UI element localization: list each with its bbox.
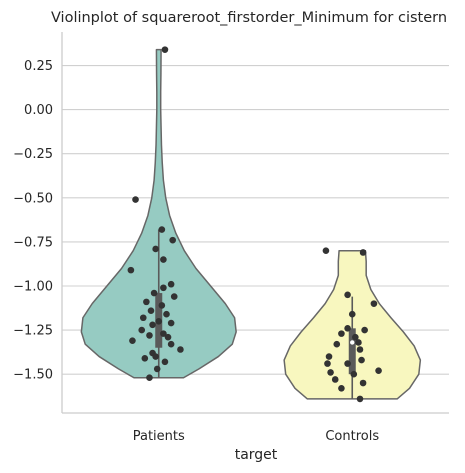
y-tick-label: −1.50 <box>13 368 53 383</box>
y-tick-label: 0.00 <box>24 103 53 118</box>
data-point <box>375 367 382 374</box>
data-point <box>132 196 139 203</box>
data-point <box>355 339 362 346</box>
data-point <box>146 332 153 339</box>
violin-patients <box>80 48 237 379</box>
data-point <box>153 365 161 373</box>
data-point <box>327 369 334 376</box>
data-point <box>361 326 368 334</box>
axes <box>61 32 449 414</box>
x-tick-labels: Patients Controls <box>133 429 380 444</box>
data-point <box>344 360 351 367</box>
data-point <box>358 356 365 364</box>
data-point <box>333 340 341 348</box>
data-point <box>356 395 364 403</box>
data-point <box>167 319 175 327</box>
data-point <box>167 340 175 348</box>
x-tick-label: Patients <box>133 429 185 444</box>
data-point <box>143 298 150 306</box>
data-point <box>370 300 378 307</box>
chart-title: Violinplot of squareroot_firstorder_Mini… <box>51 10 447 26</box>
data-point <box>161 46 169 53</box>
data-point <box>164 333 172 341</box>
data-point <box>150 289 158 297</box>
violins <box>80 48 422 400</box>
data-point <box>152 245 159 253</box>
data-point <box>160 330 167 337</box>
data-point <box>344 291 351 299</box>
data-point <box>352 333 359 341</box>
data-point <box>146 374 153 382</box>
data-point <box>160 256 167 263</box>
y-tick-label: −1.25 <box>13 324 53 339</box>
median-marker <box>350 340 355 345</box>
y-tick-label: −0.50 <box>13 191 53 206</box>
data-point <box>167 280 175 288</box>
y-tick-label: −0.25 <box>13 147 53 162</box>
data-point <box>129 337 136 344</box>
data-point <box>338 330 345 337</box>
data-point <box>170 293 178 300</box>
x-tick-label: Controls <box>325 429 379 444</box>
data-point <box>169 236 176 244</box>
data-point <box>338 385 345 392</box>
data-point <box>177 346 184 353</box>
data-point <box>160 284 167 292</box>
data-point <box>344 325 351 332</box>
data-point <box>350 370 358 378</box>
data-point <box>147 307 155 314</box>
data-point <box>348 310 356 318</box>
data-point <box>152 353 159 360</box>
iqr-box <box>348 328 356 375</box>
data-point <box>359 249 367 256</box>
data-point <box>356 346 364 353</box>
data-point <box>138 326 146 334</box>
data-point <box>139 314 147 322</box>
data-point <box>149 321 156 329</box>
data-point <box>322 247 330 255</box>
data-point <box>127 266 135 274</box>
data-point <box>141 355 149 362</box>
data-point <box>324 360 331 367</box>
data-point <box>359 379 367 387</box>
data-point <box>325 353 333 360</box>
data-point <box>158 226 166 233</box>
data-point <box>161 358 169 366</box>
y-tick-labels: 0.25 0.00 −0.25 −0.50 −0.75 −1.00 −1.25 −1.50 <box>13 59 53 383</box>
data-point <box>331 376 339 383</box>
data-points <box>127 46 382 403</box>
y-tick-label: −1.00 <box>13 280 53 295</box>
data-point <box>155 317 163 325</box>
data-point <box>163 310 170 318</box>
data-point <box>158 302 166 309</box>
y-tick-label: −0.75 <box>13 235 53 250</box>
y-tick-label: 0.25 <box>24 59 53 74</box>
x-axis-label: target <box>235 447 278 463</box>
